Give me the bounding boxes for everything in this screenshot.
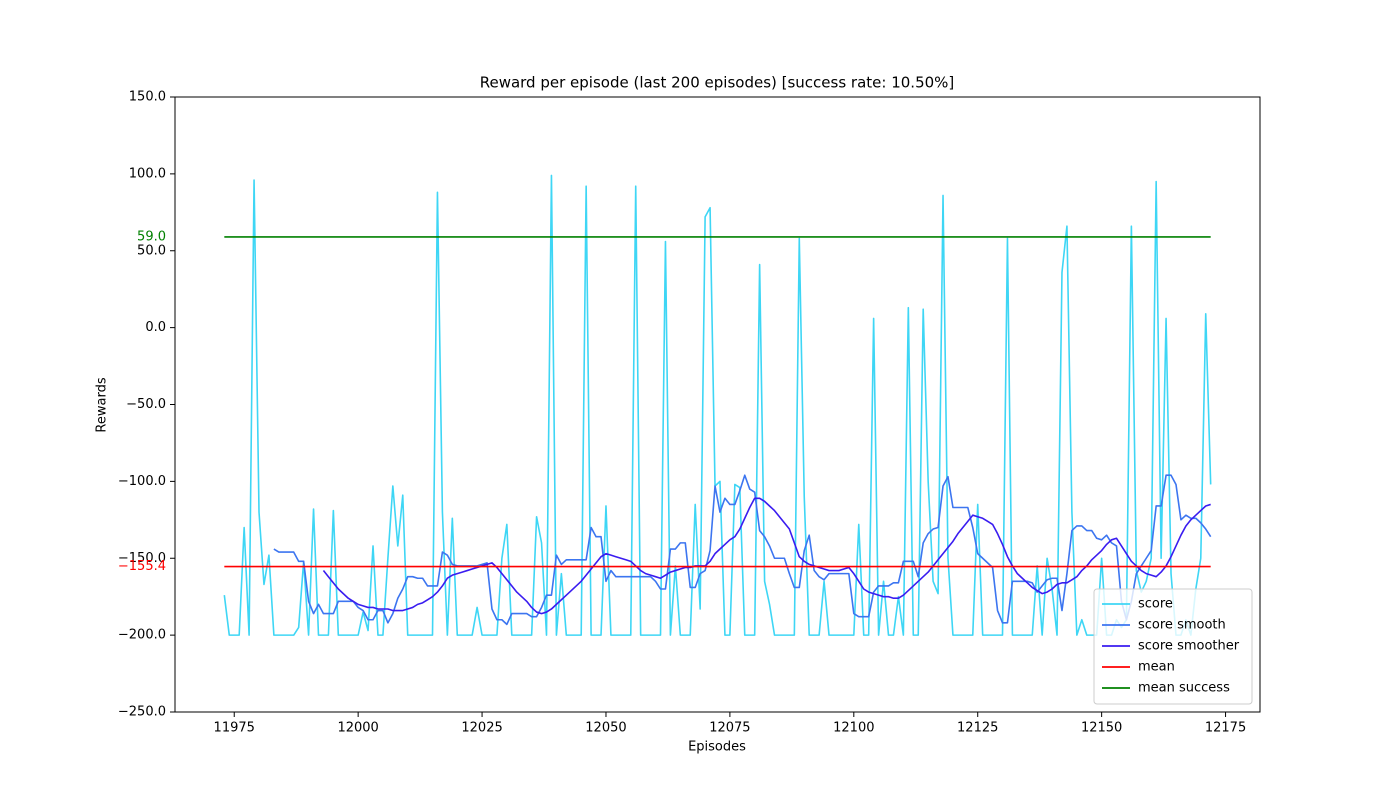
y-tick-label: 150.0	[129, 90, 166, 105]
y-tick-label: −200.0	[118, 628, 166, 643]
plot-frame	[174, 96, 1261, 713]
y-tick-label: −50.0	[126, 397, 166, 412]
legend-label: mean success	[1138, 681, 1230, 696]
y-tick-label: −150.0	[118, 551, 166, 566]
y-axis-label: Rewards	[95, 377, 110, 432]
y-tick-label: −100.0	[118, 474, 166, 489]
series-line	[322, 497, 1211, 615]
legend-label: score smooth	[1138, 618, 1226, 633]
reference-label: −155.4	[118, 559, 166, 574]
series-line	[273, 474, 1212, 626]
legend-label: score smoother	[1138, 639, 1240, 654]
x-tick-label: 12100	[833, 721, 874, 736]
y-tick-label: 50.0	[137, 243, 166, 258]
x-tick-label: 12025	[461, 721, 502, 736]
legend-box	[1093, 588, 1253, 705]
y-tick-label: 0.0	[145, 320, 166, 335]
chart-title: Reward per episode (last 200 episodes) […	[480, 74, 955, 92]
x-tick-label: 12125	[957, 721, 998, 736]
y-tick-label: −250.0	[118, 705, 166, 720]
x-tick-label: 12075	[709, 721, 750, 736]
x-tick-label: 12150	[1081, 721, 1122, 736]
x-tick-label: 12000	[337, 721, 378, 736]
x-tick-label: 12050	[585, 721, 626, 736]
legend-label: score	[1138, 597, 1173, 612]
legend: score score smooth score smoother mean mean …	[1093, 588, 1253, 705]
legend-label: mean	[1138, 660, 1175, 675]
x-axis-label: Episodes	[688, 740, 746, 755]
x-tick-label: 11975	[214, 721, 255, 736]
y-tick-label: 100.0	[129, 166, 166, 181]
x-tick-label: 12175	[1205, 721, 1246, 736]
series-line	[223, 174, 1212, 636]
reference-label: 59.0	[137, 229, 166, 244]
